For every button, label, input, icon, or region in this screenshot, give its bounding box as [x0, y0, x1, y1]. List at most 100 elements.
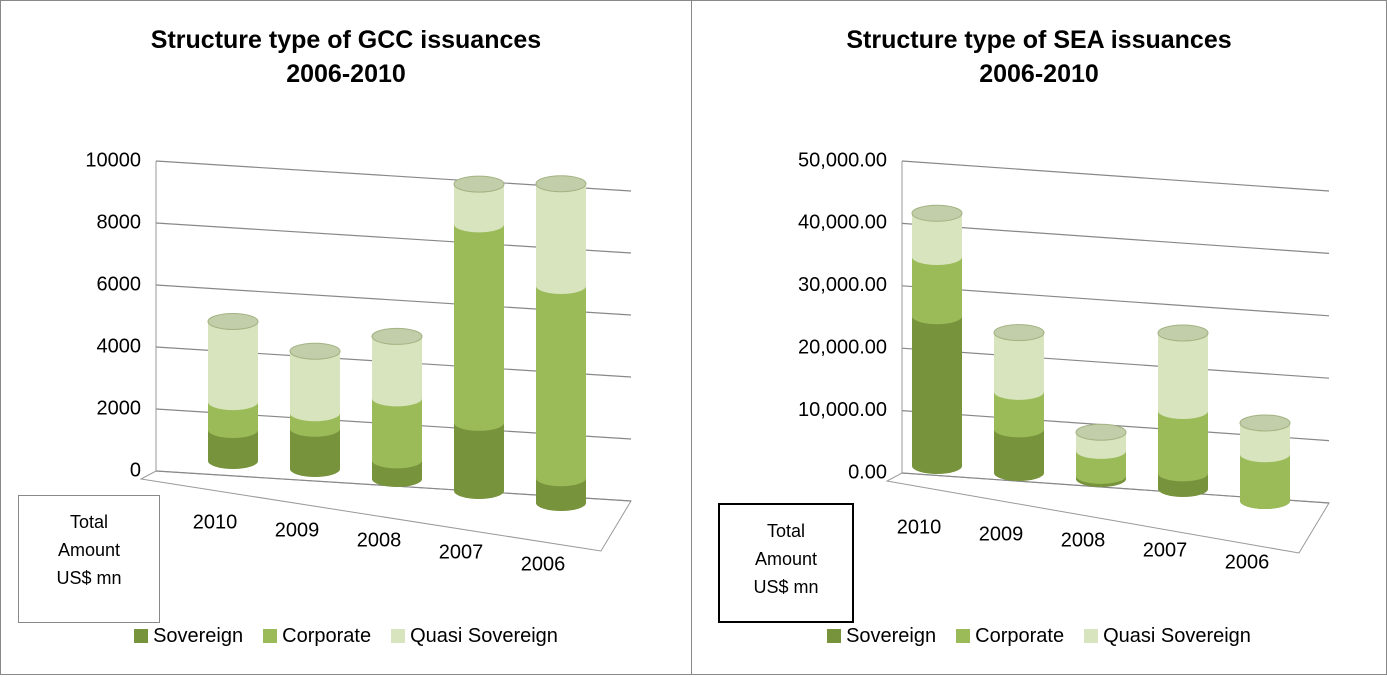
- y-tick-label: 2000: [97, 397, 142, 419]
- legend-swatch: [134, 629, 149, 643]
- bar-segment: [290, 428, 340, 477]
- segment-bottom: [372, 452, 422, 469]
- segment-body: [912, 256, 962, 317]
- segment-body: [454, 422, 504, 491]
- bar-segment: [993, 324, 1045, 400]
- x-tick-label: 2010: [193, 511, 238, 533]
- bar-segment: [1158, 411, 1208, 482]
- segment-bottom: [912, 248, 962, 265]
- y-tick-label: 10000: [85, 149, 141, 171]
- y-tick-label: 50,000.00: [798, 149, 887, 171]
- y-tick-label: 6000: [97, 273, 142, 295]
- segment-bottom: [1158, 481, 1208, 497]
- cylinder-top: [453, 175, 505, 193]
- x-tick-label: 2008: [357, 529, 402, 551]
- segment-body: [1158, 333, 1208, 411]
- grid-line: [901, 285, 1330, 317]
- segment-bottom: [1076, 442, 1126, 459]
- bar-segment: [911, 204, 963, 265]
- segment-bottom: [1240, 493, 1290, 509]
- cylinder-top: [535, 175, 587, 193]
- segment-bottom: [290, 405, 340, 422]
- bar-segment: [912, 316, 962, 474]
- segment-bottom: [1158, 465, 1208, 482]
- cylinder-top: [1075, 423, 1127, 441]
- segment-bottom: [1158, 403, 1208, 419]
- x-tick-label: 2009: [979, 523, 1024, 545]
- x-tick-label: 2007: [439, 541, 484, 563]
- segment-body: [454, 224, 504, 423]
- bar-segment: [453, 175, 505, 233]
- segment-bottom: [994, 383, 1044, 400]
- y-tick-label: 30,000.00: [798, 274, 887, 296]
- segment-bottom: [290, 420, 340, 437]
- segment-bottom: [454, 414, 504, 431]
- segment-body: [372, 398, 422, 461]
- cylinder-top: [371, 327, 423, 345]
- y-tick-label: 10,000.00: [798, 399, 887, 421]
- plot: 0 2000 4000 6000 8000 10000 2010 2009 2008 2007 20…: [85, 149, 632, 575]
- legend-label: Quasi Sovereign: [410, 625, 558, 647]
- segment-bottom: [1076, 467, 1126, 484]
- chart-panel: Structure type of SEA issuances 2006-201…: [691, 0, 1387, 675]
- segment-bottom: [208, 394, 258, 411]
- annotation: Total Amount US$ mn: [718, 503, 854, 623]
- legend-item: Quasi Sovereign: [391, 625, 558, 647]
- chart-title: Structure type of GCC issuances 2006-201…: [150, 26, 542, 88]
- bar-segment: [454, 422, 504, 499]
- bar-segment: [372, 398, 422, 469]
- legend-item: Sovereign: [134, 625, 243, 647]
- segment-bottom: [994, 465, 1044, 481]
- legend-label: Quasi Sovereign: [1103, 625, 1251, 647]
- segment-body: [536, 286, 586, 479]
- x-tick-label: 2006: [1225, 551, 1270, 573]
- bar-segment: [1240, 454, 1290, 509]
- y-tick-label: 8000: [97, 211, 142, 233]
- grid-line: [901, 347, 1330, 379]
- x-tick-label: 2007: [1143, 539, 1188, 561]
- cylinder-top: [1157, 324, 1209, 342]
- bar-segment: [207, 313, 259, 411]
- legend-item: Sovereign: [827, 625, 936, 647]
- x-tick-label: 2010: [897, 516, 942, 538]
- legend-swatch: [391, 629, 406, 643]
- legend-label: Sovereign: [153, 625, 244, 647]
- bar-segment: [536, 286, 586, 487]
- y-tick-label: 20,000.00: [798, 336, 887, 358]
- legend-swatch: [1084, 629, 1099, 643]
- grid-line: [901, 160, 1330, 192]
- legend-label: Corporate: [282, 625, 372, 647]
- segment-bottom: [208, 422, 258, 438]
- segment-body: [912, 316, 962, 466]
- segment-bottom: [912, 458, 962, 474]
- segment-bottom: [1240, 446, 1290, 463]
- chart-panel: Structure type of GCC issuances 2006-201…: [0, 0, 692, 675]
- legend-label: Sovereign: [846, 625, 937, 647]
- legend-swatch: [827, 629, 842, 643]
- legend-swatch: [263, 629, 278, 643]
- y-tick-label: 40,000.00: [798, 212, 887, 234]
- x-tick-label: 2008: [1061, 529, 1106, 551]
- grid-line: [901, 222, 1330, 254]
- segment-bottom: [912, 308, 962, 325]
- bar-segment: [1075, 423, 1127, 459]
- bar-segment: [371, 327, 423, 407]
- legend-item: Corporate: [263, 625, 371, 647]
- annotation: Total Amount US$ mn: [18, 495, 160, 623]
- cylinder-top: [207, 313, 259, 330]
- segment-bottom: [536, 278, 586, 294]
- y-tick-label: 4000: [97, 335, 142, 357]
- segment-bottom: [536, 495, 586, 511]
- y-tick-label: 0: [130, 459, 141, 481]
- legend-label: Corporate: [975, 625, 1065, 647]
- cylinder-top: [289, 342, 341, 360]
- segment-bottom: [454, 483, 504, 499]
- segment-bottom: [290, 461, 340, 477]
- bar-segment: [994, 429, 1044, 481]
- bar-segment: [454, 224, 504, 431]
- legend-item: Corporate: [956, 625, 1064, 647]
- plot: 0.00 10,000.00 20,000.00 30,000.00 40,000.00…: [798, 149, 1330, 573]
- segment-body: [208, 321, 258, 403]
- bar-segment: [1239, 414, 1291, 463]
